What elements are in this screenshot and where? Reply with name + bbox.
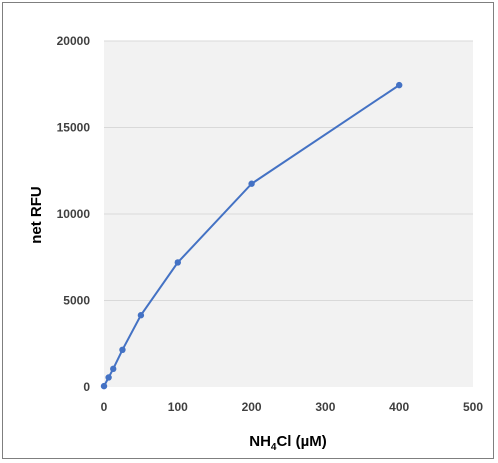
data-point [110, 365, 117, 373]
data-point [105, 374, 112, 381]
data-point [248, 180, 255, 187]
data-point [119, 346, 126, 354]
gridlines [104, 40, 473, 301]
x-axis-label-sub: 4 [271, 442, 277, 453]
series-group [100, 81, 403, 390]
data-point [396, 81, 403, 89]
y-tick-label: 20000 [57, 34, 91, 48]
x-tick-label: 200 [242, 400, 262, 414]
x-axis-ticks: 0 100 200 300 400 500 [101, 400, 484, 414]
x-axis-label: NH4Cl (µM) [249, 433, 327, 453]
x-tick-label: 300 [315, 400, 335, 414]
x-tick-label: 500 [463, 400, 483, 414]
y-tick-label: 15000 [57, 121, 91, 135]
y-tick-label: 5000 [63, 294, 90, 308]
x-axis-label-post: Cl (µM) [276, 433, 326, 450]
y-tick-label: 10000 [57, 207, 91, 221]
y-tick-label: 0 [83, 380, 90, 394]
data-point [137, 312, 145, 319]
x-tick-label: 400 [389, 400, 409, 414]
x-tick-label: 0 [101, 400, 108, 414]
x-tick-label: 100 [168, 400, 188, 414]
y-axis-ticks: 0 5000 10000 15000 20000 [57, 34, 91, 394]
y-axis-label: net RFU [28, 186, 45, 244]
data-point [174, 259, 181, 266]
data-point [100, 382, 108, 390]
x-axis-label-pre: NH [249, 433, 271, 450]
